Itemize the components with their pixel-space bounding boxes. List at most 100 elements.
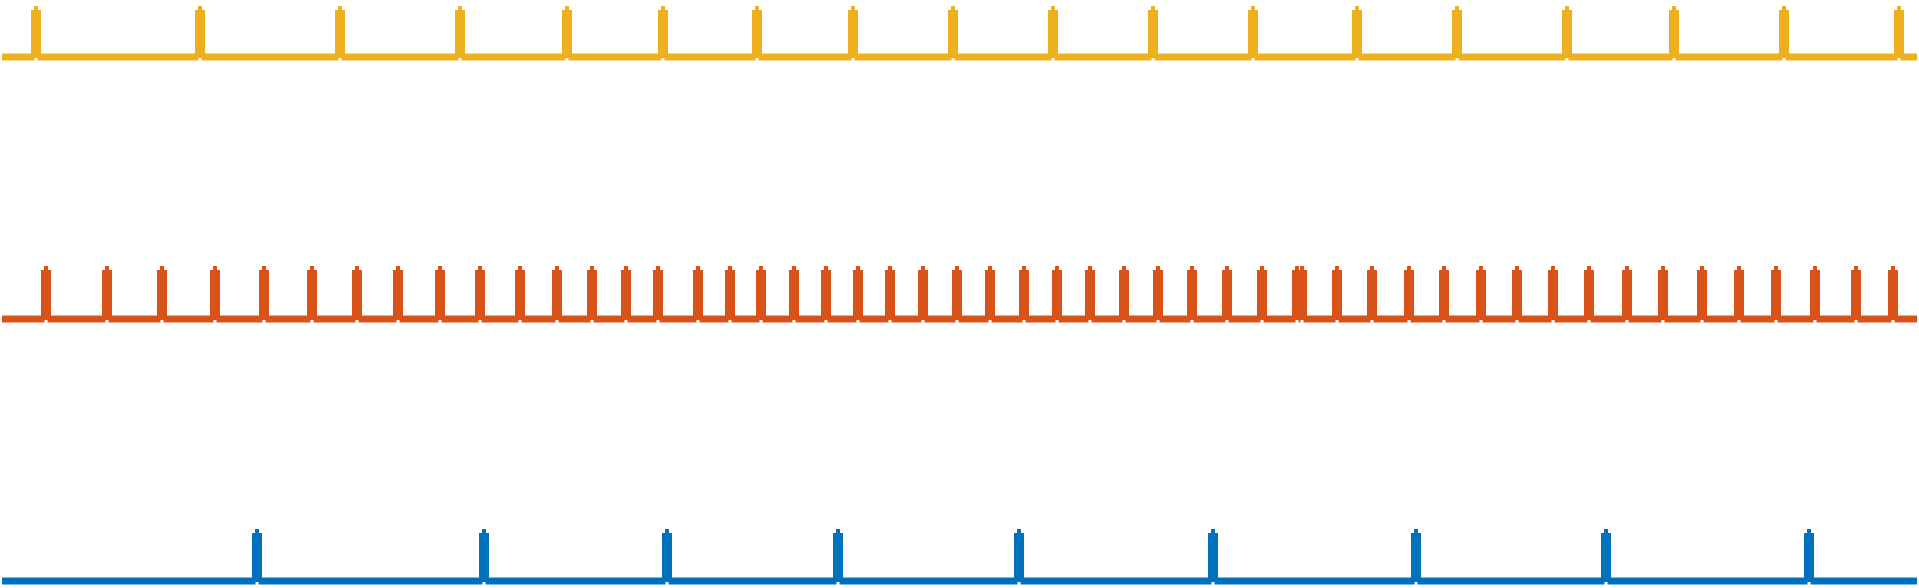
spike-tip xyxy=(921,266,925,271)
spike-notch xyxy=(555,320,559,323)
spike-tip xyxy=(198,6,202,11)
spike-notch xyxy=(1055,320,1059,323)
spike-tip xyxy=(955,266,959,271)
spike xyxy=(658,10,668,57)
spike-notch xyxy=(255,582,259,585)
spike-notch xyxy=(1782,58,1786,61)
spike xyxy=(833,533,843,581)
spike xyxy=(210,270,220,319)
spike-tip xyxy=(624,266,628,271)
spike-train-1 xyxy=(2,6,1917,61)
spike-notch xyxy=(1604,582,1608,585)
spike-notch xyxy=(1661,320,1665,323)
spike-notch xyxy=(1370,320,1374,323)
spike xyxy=(1697,270,1707,319)
spike-tip xyxy=(565,6,569,11)
spike xyxy=(1851,270,1861,319)
spike-tip xyxy=(1211,529,1215,534)
spike-tip xyxy=(438,266,442,271)
spike xyxy=(885,270,895,319)
spike-notch xyxy=(1051,58,1055,61)
spike-notch xyxy=(1407,320,1411,323)
spike-notch xyxy=(262,320,266,323)
spike-notch xyxy=(759,320,763,323)
spike xyxy=(1404,270,1414,319)
spike-tip xyxy=(792,266,796,271)
spike-tip xyxy=(656,266,660,271)
spike-notch xyxy=(1854,320,1858,323)
spike-tip xyxy=(755,6,759,11)
spike-notch xyxy=(1891,320,1895,323)
spike-tip xyxy=(105,266,109,271)
spike xyxy=(1297,270,1307,319)
spike-notch xyxy=(478,320,482,323)
spike-notch xyxy=(856,320,860,323)
spike xyxy=(1048,10,1058,57)
spike xyxy=(1562,10,1572,57)
spike xyxy=(1476,270,1486,319)
spike-tip xyxy=(213,266,217,271)
spike-tip xyxy=(262,266,266,271)
spike-notch xyxy=(396,320,400,323)
spike-notch xyxy=(824,320,828,323)
spike-tip xyxy=(1479,266,1483,271)
spike xyxy=(475,270,485,319)
spike xyxy=(1512,270,1522,319)
spike xyxy=(821,270,831,319)
spike-notch xyxy=(728,320,732,323)
spike-train-3 xyxy=(2,529,1917,585)
spike xyxy=(31,10,41,57)
spike xyxy=(1352,10,1362,57)
spike-tip xyxy=(759,266,763,271)
spike xyxy=(789,270,799,319)
spike-tip xyxy=(1156,266,1160,271)
spike-notch xyxy=(1300,320,1304,323)
spike xyxy=(307,270,317,319)
spike-tip xyxy=(1442,266,1446,271)
spike-tip xyxy=(988,266,992,271)
spike-notch xyxy=(1335,320,1339,323)
spike-tip xyxy=(1017,529,1021,534)
spike xyxy=(952,270,962,319)
spike xyxy=(1810,270,1820,319)
spike xyxy=(1888,270,1898,319)
spike xyxy=(1332,270,1342,319)
spike-notch xyxy=(988,320,992,323)
spike-notch xyxy=(590,320,594,323)
spike xyxy=(1452,10,1462,57)
spike xyxy=(756,270,766,319)
spike-notch xyxy=(955,320,959,323)
spike-notch xyxy=(1813,320,1817,323)
spike xyxy=(1248,10,1258,57)
spike xyxy=(393,270,403,319)
spike-tip xyxy=(665,529,669,534)
spike xyxy=(752,10,762,57)
spike-notch xyxy=(438,320,442,323)
spike xyxy=(1019,270,1029,319)
spike xyxy=(725,270,735,319)
spike-notch xyxy=(1625,320,1629,323)
spike-notch xyxy=(458,58,462,61)
spike-tip xyxy=(44,266,48,271)
spike-notch xyxy=(1479,320,1483,323)
spike-notch xyxy=(1211,582,1215,585)
spike-tip xyxy=(1661,266,1665,271)
spike xyxy=(1601,533,1611,581)
spike-notch xyxy=(1088,320,1092,323)
spike-notch xyxy=(1017,582,1021,585)
spike-tip xyxy=(1055,266,1059,271)
spike xyxy=(1052,270,1062,319)
spike-tip xyxy=(590,266,594,271)
spike-tip xyxy=(836,529,840,534)
spike-tip xyxy=(338,6,342,11)
spike-notch xyxy=(34,58,38,61)
spike-notch xyxy=(1551,320,1555,323)
spike xyxy=(1439,270,1449,319)
spike xyxy=(195,10,205,57)
spike xyxy=(1222,270,1232,319)
spike-notch xyxy=(888,320,892,323)
spike-notch xyxy=(921,320,925,323)
spike-notch xyxy=(1515,320,1519,323)
spike-notch xyxy=(338,58,342,61)
